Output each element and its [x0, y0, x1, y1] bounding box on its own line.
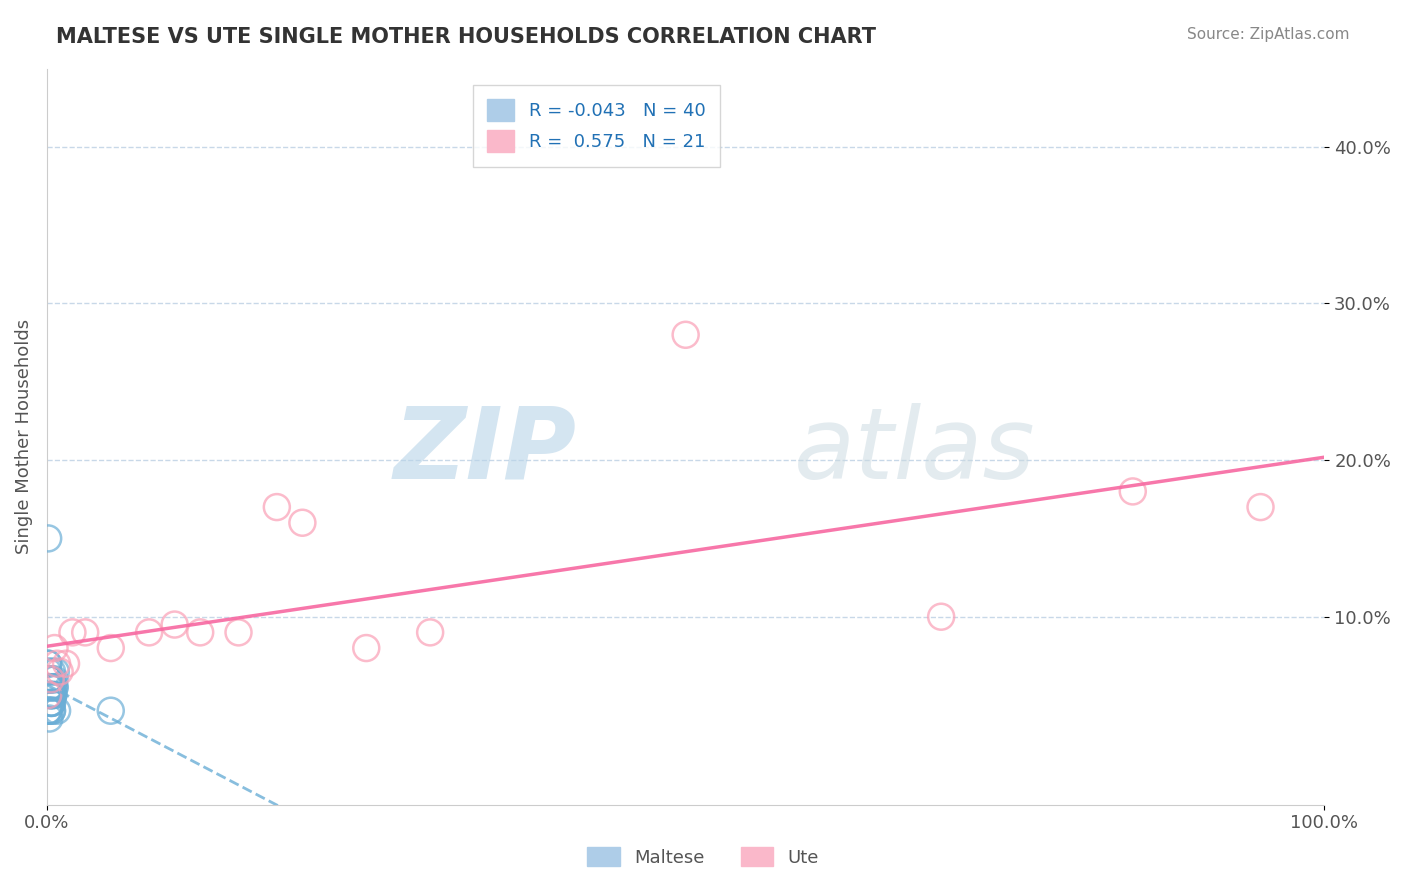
Point	[419, 625, 441, 640]
Point	[291, 516, 314, 530]
Point	[46, 704, 69, 718]
Point	[163, 617, 186, 632]
Point	[929, 609, 952, 624]
Point	[46, 657, 69, 671]
Point	[37, 704, 59, 718]
Point	[42, 688, 65, 702]
Point	[37, 704, 59, 718]
Point	[44, 673, 66, 687]
Point	[62, 625, 84, 640]
Point	[38, 680, 60, 694]
Point	[37, 532, 59, 546]
Point	[100, 641, 122, 656]
Point	[48, 665, 70, 679]
Point	[38, 688, 60, 702]
Point	[39, 696, 62, 710]
Point	[37, 688, 59, 702]
Legend: Maltese, Ute: Maltese, Ute	[579, 840, 827, 874]
Point	[266, 500, 288, 514]
Point	[42, 688, 65, 702]
Point	[39, 673, 62, 687]
Y-axis label: Single Mother Households: Single Mother Households	[15, 319, 32, 554]
Point	[100, 704, 122, 718]
Point	[39, 696, 62, 710]
Point	[39, 680, 62, 694]
Point	[42, 680, 65, 694]
Point	[188, 625, 211, 640]
Point	[42, 688, 65, 702]
Point	[39, 688, 62, 702]
Point	[38, 704, 60, 718]
Point	[41, 696, 63, 710]
Point	[41, 680, 63, 694]
Point	[38, 673, 60, 687]
Text: MALTESE VS UTE SINGLE MOTHER HOUSEHOLDS CORRELATION CHART: MALTESE VS UTE SINGLE MOTHER HOUSEHOLDS …	[56, 27, 876, 46]
Point	[138, 625, 160, 640]
Point	[44, 680, 66, 694]
Text: atlas: atlas	[794, 403, 1036, 500]
Point	[41, 704, 63, 718]
Point	[44, 641, 66, 656]
Legend: R = -0.043   N = 40, R =  0.575   N = 21: R = -0.043 N = 40, R = 0.575 N = 21	[472, 85, 720, 167]
Text: ZIP: ZIP	[394, 403, 576, 500]
Point	[38, 673, 60, 687]
Point	[37, 665, 59, 679]
Point	[37, 657, 59, 671]
Point	[356, 641, 378, 656]
Point	[37, 657, 59, 671]
Point	[41, 665, 63, 679]
Point	[55, 657, 77, 671]
Point	[75, 625, 97, 640]
Point	[41, 673, 63, 687]
Point	[39, 688, 62, 702]
Point	[45, 665, 67, 679]
Point	[1250, 500, 1272, 514]
Point	[38, 680, 60, 694]
Point	[38, 673, 60, 687]
Point	[38, 673, 60, 687]
Text: Source: ZipAtlas.com: Source: ZipAtlas.com	[1187, 27, 1350, 42]
Point	[675, 327, 697, 342]
Point	[39, 673, 62, 687]
Point	[39, 688, 62, 702]
Point	[228, 625, 250, 640]
Point	[39, 688, 62, 702]
Point	[41, 704, 63, 718]
Point	[38, 712, 60, 726]
Point	[1122, 484, 1144, 499]
Point	[44, 680, 66, 694]
Point	[41, 696, 63, 710]
